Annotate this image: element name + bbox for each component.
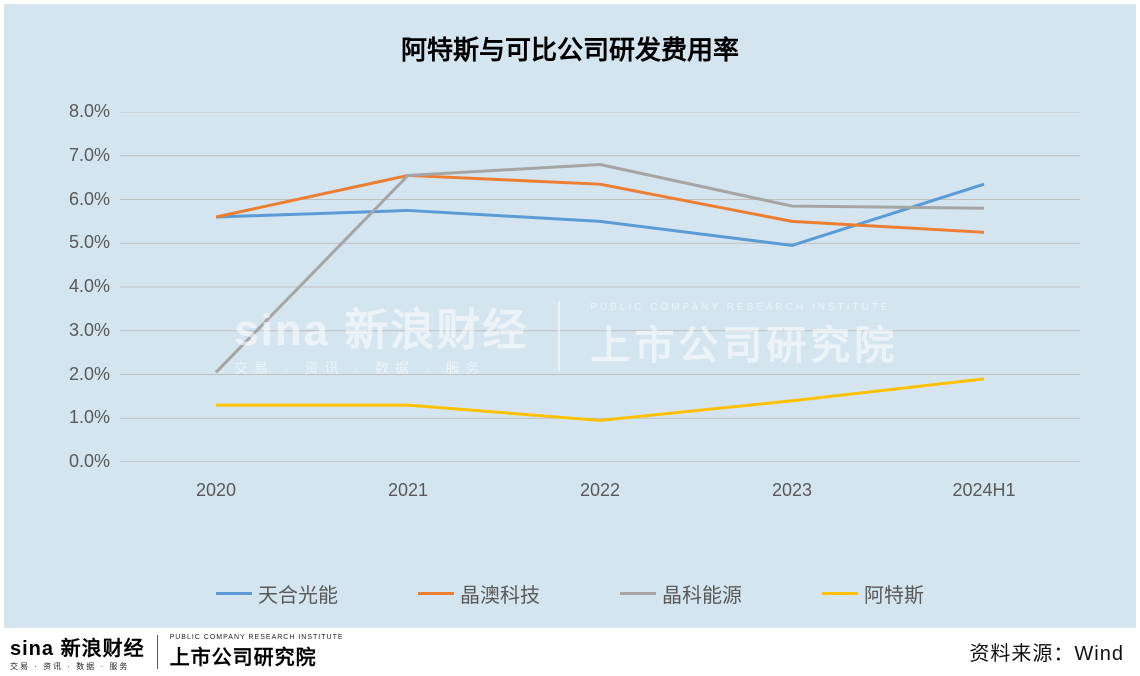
footer-sina-main: sina 新浪财经	[10, 632, 145, 661]
footer-sina-sub: 交易 · 资讯 · 数据 · 服务	[10, 661, 145, 672]
y-tick-label: 3.0%	[50, 320, 110, 341]
footer-institute-sub: PUBLIC COMPANY RESEARCH INSTITUTE	[170, 634, 344, 641]
legend-item: 晶澳科技	[418, 579, 540, 608]
x-tick-label: 2024H1	[934, 480, 1034, 501]
legend-item: 阿特斯	[822, 579, 924, 608]
legend-label: 天合光能	[258, 579, 338, 608]
y-tick-label: 8.0%	[50, 101, 110, 122]
chart-card: 阿特斯与可比公司研发费用率 2020 2021 2022 2023 2024H1 0.0…	[4, 4, 1136, 628]
y-tick-label: 2.0%	[50, 364, 110, 385]
legend-label: 晶澳科技	[460, 579, 540, 608]
y-tick-label: 7.0%	[50, 145, 110, 166]
y-tick-label: 1.0%	[50, 407, 110, 428]
footer: sina 新浪财经 交易 · 资讯 · 数据 · 服务 PUBLIC COMPA…	[0, 628, 1140, 676]
legend-swatch	[620, 592, 656, 595]
legend-item: 晶科能源	[620, 579, 742, 608]
series-line	[216, 165, 984, 373]
footer-institute-main: 上市公司研究院	[170, 641, 344, 670]
chart-title: 阿特斯与可比公司研发费用率	[4, 30, 1136, 67]
x-tick-label: 2023	[742, 480, 842, 501]
y-tick-label: 4.0%	[50, 276, 110, 297]
y-tick-label: 0.0%	[50, 451, 110, 472]
y-tick-label: 6.0%	[50, 189, 110, 210]
footer-divider	[157, 635, 158, 669]
chart-svg	[120, 112, 1080, 462]
legend-swatch	[418, 592, 454, 595]
x-tick-label: 2022	[550, 480, 650, 501]
legend-label: 晶科能源	[662, 579, 742, 608]
x-tick-label: 2021	[358, 480, 458, 501]
legend-swatch	[216, 592, 252, 595]
series-line	[216, 379, 984, 421]
y-tick-label: 5.0%	[50, 232, 110, 253]
footer-sina: sina 新浪财经 交易 · 资讯 · 数据 · 服务	[10, 632, 145, 672]
footer-logo-group: sina 新浪财经 交易 · 资讯 · 数据 · 服务 PUBLIC COMPA…	[10, 632, 344, 672]
source-label: 资料来源：Wind	[969, 637, 1124, 666]
plot-area	[120, 112, 1080, 462]
footer-institute: PUBLIC COMPANY RESEARCH INSTITUTE 上市公司研究…	[170, 634, 344, 670]
x-tick-label: 2020	[166, 480, 266, 501]
legend: 天合光能 晶澳科技 晶科能源 阿特斯	[4, 579, 1136, 608]
legend-swatch	[822, 592, 858, 595]
series-line	[216, 175, 984, 232]
legend-item: 天合光能	[216, 579, 338, 608]
legend-label: 阿特斯	[864, 579, 924, 608]
